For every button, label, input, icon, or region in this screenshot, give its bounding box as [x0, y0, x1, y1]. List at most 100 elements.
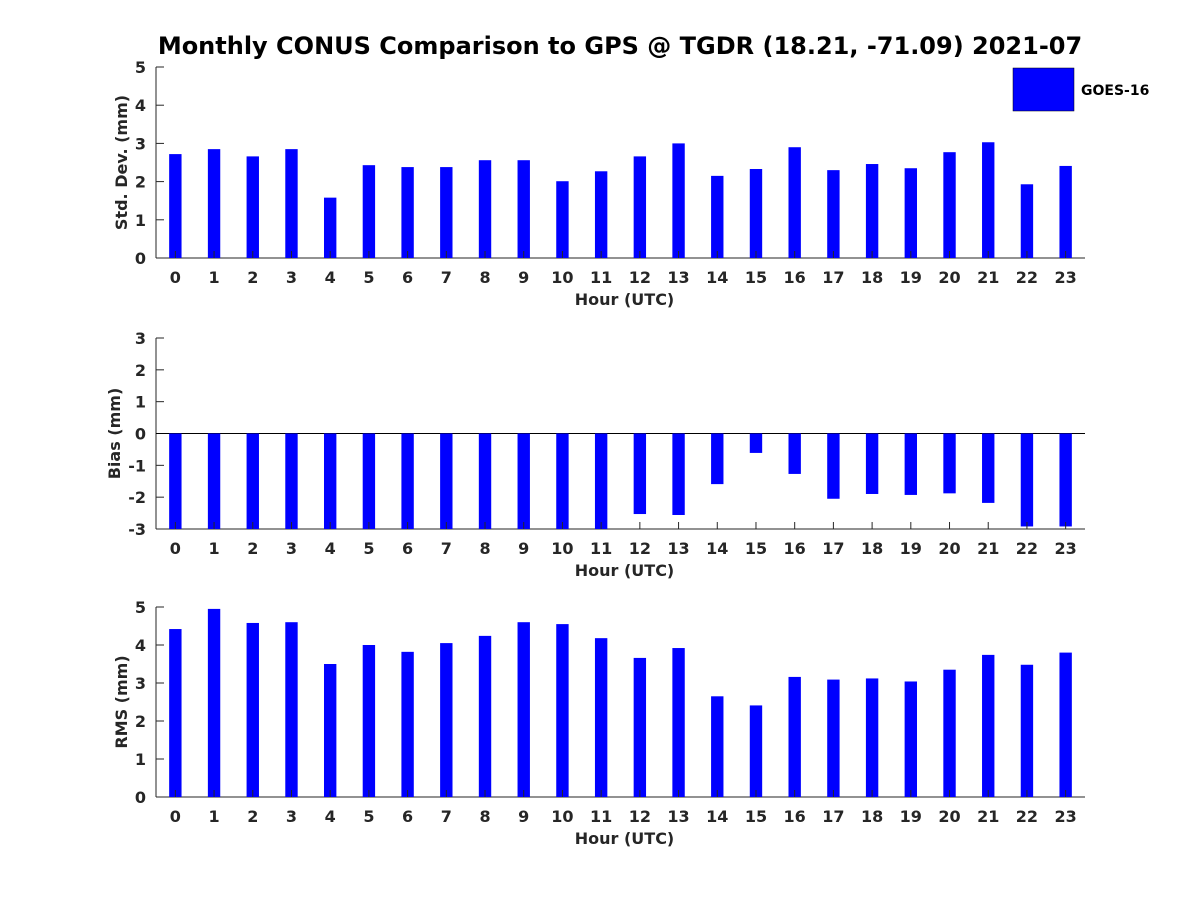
std-dev-x-tick-label: 9	[518, 268, 529, 287]
bias-x-tick-label: 7	[441, 539, 452, 558]
std-dev-y-tick-label: 5	[135, 58, 146, 77]
bias-x-tick-label: 5	[363, 539, 374, 558]
bias-y-tick-label: 2	[135, 361, 146, 380]
std-dev-x-tick-label: 4	[325, 268, 336, 287]
std-dev-bar	[169, 154, 182, 258]
std-dev-bar	[440, 167, 453, 258]
bias-bar	[285, 433, 298, 529]
std-dev-bar	[285, 149, 298, 258]
std-dev-bar	[672, 143, 685, 258]
rms-bar	[517, 622, 530, 797]
bias-x-tick-label: 4	[325, 539, 336, 558]
bias-y-tick-label: -1	[128, 456, 146, 475]
rms-y-tick-label: 1	[135, 750, 146, 769]
bias-x-tick-label: 19	[900, 539, 922, 558]
legend: GOES-16	[1012, 67, 1149, 112]
rms-bar	[362, 645, 376, 797]
bias-bar	[904, 433, 918, 495]
rms-x-tick-label: 6	[402, 807, 413, 826]
bias-x-tick-label: 10	[551, 539, 573, 558]
bias-bar	[711, 433, 724, 485]
bias-bar	[827, 433, 840, 499]
std-dev-bar	[478, 160, 492, 258]
rms-bar	[556, 624, 569, 797]
rms-x-tick-label: 7	[441, 807, 452, 826]
bias-bar	[169, 433, 182, 529]
rms-bar	[246, 622, 259, 797]
bias-bar	[1020, 433, 1034, 527]
bias-bar	[440, 433, 453, 529]
std-dev-x-tick-label: 3	[286, 268, 297, 287]
rms-bar	[1020, 664, 1034, 797]
rms-y-tick-label: 4	[135, 636, 146, 655]
rms-x-tick-label: 18	[861, 807, 883, 826]
bias-bar	[672, 433, 685, 515]
std-dev-x-tick-label: 23	[1055, 268, 1077, 287]
std-dev-x-tick-label: 20	[938, 268, 960, 287]
rms-bar	[711, 696, 724, 797]
std-dev-x-tick-label: 16	[784, 268, 806, 287]
rms-y-tick-label: 5	[135, 598, 146, 617]
legend-swatch	[1012, 67, 1075, 112]
rms-x-tick-label: 23	[1055, 807, 1077, 826]
bias-bar	[517, 433, 530, 529]
std-dev-x-tick-label: 19	[900, 268, 922, 287]
bias-y-tick-label: 3	[135, 329, 146, 348]
rms-bar	[401, 651, 414, 797]
rms-y-tick-label: 2	[135, 712, 146, 731]
std-dev-bar	[749, 168, 763, 258]
bias-x-tick-label: 16	[784, 539, 806, 558]
bias-x-tick-label: 21	[977, 539, 999, 558]
std-dev-bar	[1059, 165, 1072, 258]
std-dev-bar	[827, 170, 840, 258]
std-dev-y-axis-label: Std. Dev. (mm)	[112, 95, 131, 230]
bias-y-tick-label: -2	[128, 488, 146, 507]
rms-x-tick-label: 14	[706, 807, 728, 826]
rms-x-tick-label: 15	[745, 807, 767, 826]
rms-bar	[285, 622, 298, 797]
rms-x-tick-label: 11	[590, 807, 612, 826]
bias-x-tick-label: 3	[286, 539, 297, 558]
rms-bar	[594, 638, 608, 797]
std-dev-x-tick-label: 1	[208, 268, 219, 287]
bias-x-tick-label: 8	[479, 539, 490, 558]
rms-y-tick-label: 0	[135, 788, 146, 807]
rms-x-tick-label: 17	[822, 807, 844, 826]
std-dev-x-tick-label: 14	[706, 268, 728, 287]
rms-bar	[788, 676, 801, 797]
rms-bar	[478, 635, 492, 797]
rms-x-tick-label: 2	[247, 807, 258, 826]
std-dev-y-tick-label: 1	[135, 211, 146, 230]
std-dev-bar	[1020, 184, 1034, 258]
bias-bar	[749, 433, 763, 453]
std-dev-bar	[401, 167, 414, 258]
bias-bar	[788, 433, 801, 474]
std-dev-x-tick-label: 21	[977, 268, 999, 287]
rms-x-tick-label: 13	[667, 807, 689, 826]
rms-x-tick-label: 22	[1016, 807, 1038, 826]
rms-bar	[749, 705, 763, 797]
bias-y-axis-label: Bias (mm)	[105, 388, 124, 480]
rms-x-tick-label: 8	[479, 807, 490, 826]
std-dev-bar	[323, 197, 337, 258]
bias-x-tick-label: 20	[938, 539, 960, 558]
bias-bar	[865, 433, 879, 494]
rms-x-tick-label: 19	[900, 807, 922, 826]
std-dev-x-tick-label: 18	[861, 268, 883, 287]
rms-y-tick-label: 3	[135, 674, 146, 693]
std-dev-x-tick-label: 8	[479, 268, 490, 287]
rms-x-axis-label: Hour (UTC)	[575, 829, 675, 848]
std-dev-x-tick-label: 17	[822, 268, 844, 287]
std-dev-x-tick-label: 13	[667, 268, 689, 287]
std-dev-x-tick-label: 0	[170, 268, 181, 287]
rms-x-tick-label: 20	[938, 807, 960, 826]
std-dev-bar	[594, 171, 608, 258]
legend-label: GOES-16	[1081, 83, 1149, 99]
bias-x-tick-label: 18	[861, 539, 883, 558]
bias-y-tick-label: 0	[135, 425, 146, 444]
bias-bar	[594, 433, 608, 529]
std-dev-bar	[633, 156, 647, 258]
std-dev-bar	[943, 152, 956, 258]
rms-x-tick-label: 10	[551, 807, 573, 826]
std-dev-bar	[982, 142, 995, 258]
